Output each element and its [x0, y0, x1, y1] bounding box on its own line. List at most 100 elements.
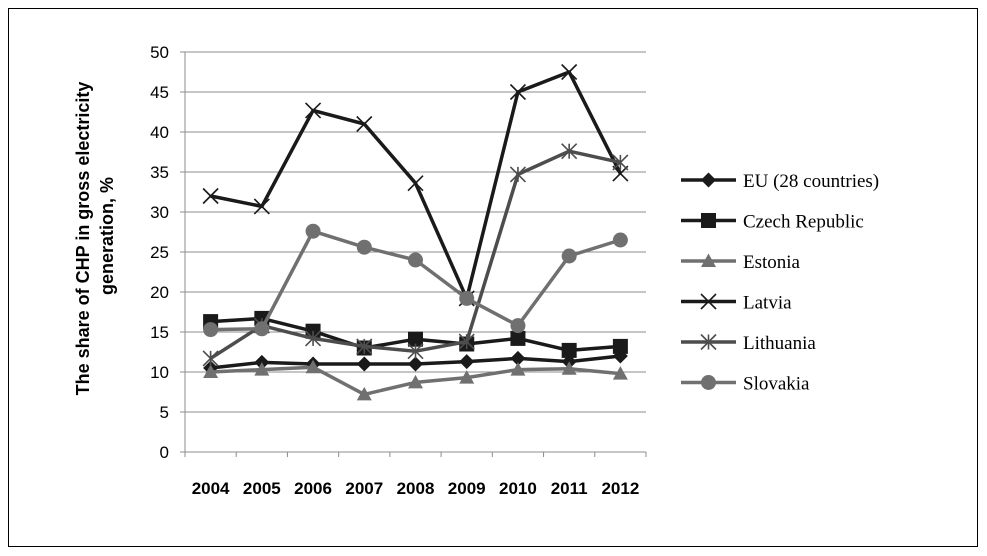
series-latvia — [202, 63, 629, 307]
legend: EU (28 countries) Czech Republic Estonia La… — [681, 171, 879, 395]
point-lithuania-2007 — [356, 338, 373, 355]
point-estonia-2008 — [408, 374, 423, 389]
legend-swatch-marker-czech-republic — [701, 213, 716, 228]
y-tick-label-20: 20 — [150, 283, 169, 302]
point-slovakia-2011 — [561, 248, 577, 264]
line-chart: 0 5 10 15 20 25 30 35 40 45 50 2004 2005 2006 2007 2008… — [73, 43, 879, 498]
legend-label-latvia: Latvia — [743, 293, 792, 314]
legend-swatch-marker-eu-28-countries — [701, 172, 716, 188]
point-lithuania-2006 — [304, 330, 322, 347]
point-latvia-2007-stroke-b — [356, 115, 373, 133]
point-latvia-2008 — [407, 175, 424, 192]
point-lithuania-2012 — [612, 154, 629, 171]
legend-item-slovakia: Slovakia — [681, 374, 810, 395]
y-tick-label-50: 50 — [150, 43, 169, 62]
y-tick-label-15: 15 — [150, 323, 169, 342]
axes — [180, 51, 647, 457]
point-slovakia-2007 — [356, 239, 372, 255]
point-estonia-2007 — [356, 386, 372, 401]
point-slovakia-2008 — [408, 252, 423, 268]
series-slovakia — [203, 223, 628, 338]
tick-labels: 0 5 10 15 20 25 30 35 40 45 50 2004 2005 2006 2007 2008… — [150, 43, 639, 498]
legend-label-lithuania: Lithuania — [743, 333, 816, 354]
x-tick-label-2005: 2005 — [243, 479, 281, 498]
y-tick-label-35: 35 — [150, 163, 169, 182]
legend-label-slovakia: Slovakia — [743, 374, 810, 395]
point-latvia-2012-stroke-b — [612, 165, 629, 182]
point-slovakia-2010 — [510, 318, 526, 334]
point-latvia-2006 — [304, 102, 322, 119]
x-tick-label-2006: 2006 — [294, 479, 332, 498]
x-tick-label-2011: 2011 — [551, 479, 588, 498]
point-latvia-2010-stroke-b — [509, 83, 527, 101]
legend-item-latvia: Latvia — [681, 293, 792, 314]
x-tick-label-2010: 2010 — [499, 479, 537, 498]
point-eu-28-countries-2010 — [510, 350, 526, 366]
chart-frame: 0 5 10 15 20 25 30 35 40 45 50 2004 2005 2006 2007 2008… — [8, 8, 978, 547]
point-latvia-2011-stroke-b — [561, 63, 578, 81]
series-estonia — [203, 359, 628, 401]
point-latvia-2004-stroke-b — [202, 187, 219, 205]
point-eu-28-countries-2007 — [356, 356, 372, 372]
point-latvia-2010 — [509, 83, 527, 101]
point-latvia-2012 — [612, 165, 629, 182]
legend-label-czech-republic: Czech Republic — [743, 212, 864, 233]
point-slovakia-2009 — [459, 290, 475, 306]
point-latvia-2006-stroke-b — [304, 102, 322, 119]
legend-item-eu-28-countries: EU (28 countries) — [681, 171, 879, 192]
legend-label-estonia: Estonia — [743, 252, 801, 273]
point-czech-republic-2011 — [561, 342, 577, 358]
x-tick-label-2004: 2004 — [192, 479, 230, 498]
point-latvia-2005 — [253, 198, 270, 215]
x-tick-label-2008: 2008 — [397, 479, 435, 498]
legend-label-eu-28-countries: EU (28 countries) — [743, 171, 879, 192]
x-tick-label-2007: 2007 — [345, 479, 383, 498]
point-latvia-2005-stroke-b — [253, 198, 270, 215]
y-tick-label-0: 0 — [160, 443, 169, 462]
point-estonia-2006 — [305, 359, 321, 374]
point-lithuania-2010 — [509, 166, 527, 183]
point-estonia-2009 — [459, 370, 475, 384]
point-czech-republic-2010 — [510, 330, 526, 346]
point-estonia-2012 — [612, 366, 628, 380]
point-slovakia-2004 — [203, 322, 219, 338]
y-axis-label-line-2: generation, % — [97, 177, 117, 295]
y-tick-label-30: 30 — [150, 203, 169, 222]
legend-swatch-marker-slovakia — [701, 375, 716, 390]
point-eu-28-countries-2008 — [408, 356, 423, 372]
y-axis-label: The share of CHP in gross electricity ge… — [73, 77, 117, 396]
point-lithuania-2008 — [407, 343, 424, 360]
x-tick-label-2012: 2012 — [601, 479, 639, 498]
point-estonia-2004 — [203, 364, 219, 378]
point-czech-republic-2008 — [408, 331, 423, 347]
point-latvia-2004 — [202, 187, 219, 205]
point-slovakia-2006 — [305, 223, 321, 239]
point-latvia-2007 — [356, 115, 373, 133]
y-tick-label-40: 40 — [150, 123, 169, 142]
point-czech-republic-2012 — [612, 338, 628, 354]
point-latvia-2008-stroke-b — [407, 175, 424, 192]
legend-item-lithuania: Lithuania — [681, 333, 816, 354]
legend-swatch-marker-latvia-stroke-b — [700, 293, 717, 310]
point-lithuania-2009 — [458, 333, 475, 350]
y-tick-label-25: 25 — [150, 243, 169, 262]
y-tick-label-5: 5 — [160, 403, 169, 422]
legend-item-estonia: Estonia — [681, 252, 801, 273]
point-lithuania-2004 — [202, 350, 219, 367]
x-tick-label-2009: 2009 — [448, 479, 486, 498]
legend-item-czech-republic: Czech Republic — [681, 212, 864, 233]
y-axis-label-line-1: The share of CHP in gross electricity — [73, 82, 93, 396]
point-estonia-2005 — [254, 362, 270, 376]
point-estonia-2010 — [510, 362, 526, 376]
series-lithuania — [202, 143, 629, 367]
plot-area — [202, 63, 629, 401]
point-lithuania-2011 — [561, 143, 578, 160]
point-slovakia-2012 — [612, 232, 628, 248]
point-eu-28-countries-2009 — [459, 354, 475, 370]
legend-swatch-marker-latvia — [700, 293, 717, 310]
point-slovakia-2005 — [254, 321, 270, 337]
point-estonia-2011 — [561, 361, 577, 375]
y-tick-label-45: 45 — [150, 83, 169, 102]
point-latvia-2011 — [561, 63, 578, 81]
series-line-slovakia — [210, 229, 621, 332]
